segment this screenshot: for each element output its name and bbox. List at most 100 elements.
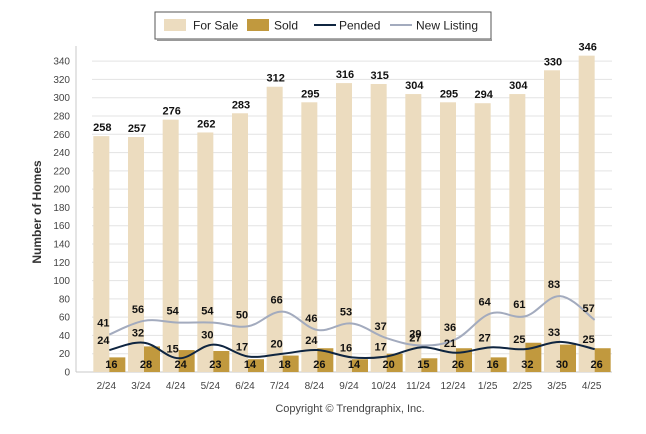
y-tick-label: 340	[53, 57, 70, 68]
label-for-sale: 315	[370, 70, 388, 82]
label-pended: 24	[97, 335, 110, 347]
bar-for-sale	[578, 55, 595, 373]
y-tick-label: 240	[53, 148, 70, 159]
y-tick-label: 60	[59, 313, 71, 324]
label-new-listing: 37	[375, 321, 387, 333]
label-new-listing: 66	[271, 295, 283, 307]
label-pended: 24	[305, 335, 318, 347]
label-for-sale: 330	[544, 56, 562, 68]
bar-sold	[109, 357, 126, 372]
y-tick-label: 140	[53, 240, 70, 251]
legend: For Sale Sold Pended New Listing	[154, 11, 492, 41]
label-pended: 25	[513, 334, 525, 346]
label-for-sale: 316	[336, 69, 354, 81]
x-tick-label: 2/25	[513, 381, 533, 392]
x-tick-label: 3/24	[131, 381, 151, 392]
line-new-listing	[108, 295, 596, 347]
label-for-sale: 312	[266, 73, 284, 85]
label-new-listing: 53	[340, 307, 352, 319]
y-tick-label: 0	[64, 368, 70, 379]
label-for-sale: 346	[578, 42, 596, 54]
y-tick-label: 180	[53, 203, 70, 214]
legend-pended-label: Pended	[339, 19, 380, 33]
line-pended	[109, 340, 595, 360]
bar-for-sale	[405, 94, 422, 373]
bar-for-sale	[370, 84, 387, 372]
label-sold: 15	[417, 359, 429, 371]
bar-sold	[386, 353, 403, 372]
bar-for-sale	[301, 102, 318, 373]
bar-for-sale	[232, 113, 248, 372]
label-sold: 30	[556, 359, 568, 371]
y-tick-label: 260	[53, 130, 70, 141]
label-for-sale: 304	[509, 80, 528, 92]
label-new-listing: 54	[201, 306, 214, 318]
data-labels: 258 16 24 41 257 28 32 56 276 24 15 54 262 23 30 54 283 1…	[93, 42, 603, 371]
bar-for-sale	[509, 94, 526, 373]
y-tick-label: 200	[53, 185, 70, 196]
label-for-sale: 295	[301, 88, 319, 100]
x-tick-label: 6/24	[235, 381, 255, 392]
x-axis: 2/24 3/24 4/24 5/24 6/24 7/24 8/24 9/24 10/24 11/…	[97, 381, 602, 392]
bars	[93, 55, 611, 373]
bar-for-sale	[197, 132, 214, 372]
bar-sold	[317, 348, 334, 372]
label-pended: 33	[548, 327, 560, 339]
label-new-listing: 50	[236, 309, 248, 321]
y-tick-label: 100	[53, 276, 70, 287]
label-pended: 27	[479, 332, 491, 344]
y-tick-label: 40	[59, 331, 71, 342]
legend-for-sale-swatch	[164, 19, 186, 31]
legend-new-listing-label: New Listing	[416, 19, 478, 33]
y-tick-label: 120	[53, 258, 70, 269]
bar-sold	[248, 359, 264, 372]
x-tick-label: 4/24	[166, 381, 186, 392]
label-pended: 21	[444, 338, 456, 350]
x-tick-label: 7/24	[270, 381, 290, 392]
label-pended: 15	[167, 343, 179, 355]
label-sold: 16	[487, 359, 499, 371]
legend-sold-label: Sold	[274, 19, 298, 33]
label-new-listing: 41	[97, 318, 109, 330]
label-sold: 14	[348, 359, 361, 371]
bar-sold	[525, 342, 542, 372]
label-for-sale: 257	[128, 123, 146, 135]
bar-sold	[594, 348, 611, 372]
label-pended: 25	[583, 334, 595, 346]
label-sold: 26	[591, 359, 603, 371]
lines	[108, 295, 596, 360]
x-tick-label: 11/24	[406, 381, 431, 392]
x-tick-label: 5/24	[201, 381, 221, 392]
label-sold: 26	[313, 359, 325, 371]
label-for-sale: 262	[197, 118, 215, 130]
label-new-listing: 61	[513, 299, 525, 311]
label-pended: 27	[409, 332, 421, 344]
label-new-listing: 54	[167, 306, 180, 318]
x-tick-label: 12/24	[440, 381, 465, 392]
legend-sold-swatch	[247, 19, 269, 31]
label-pended: 17	[236, 341, 248, 353]
y-tick-label: 160	[53, 221, 70, 232]
bar-for-sale	[266, 86, 283, 372]
label-new-listing: 56	[132, 304, 144, 316]
label-for-sale: 304	[405, 80, 424, 92]
bar-for-sale	[128, 137, 144, 372]
label-sold: 14	[244, 359, 257, 371]
label-pended: 32	[132, 328, 144, 340]
x-tick-label: 4/25	[582, 381, 602, 392]
x-tick-label: 3/25	[547, 381, 567, 392]
y-tick-label: 280	[53, 112, 70, 123]
bar-for-sale	[440, 102, 456, 373]
bar-sold	[352, 359, 368, 372]
label-sold: 28	[140, 359, 152, 371]
x-tick-label: 2/24	[97, 381, 117, 392]
label-pended: 30	[201, 330, 213, 342]
x-tick-label: 8/24	[305, 381, 325, 392]
bar-for-sale	[93, 136, 110, 372]
y-tick-label: 80	[59, 294, 71, 305]
y-tick-label: 320	[53, 75, 70, 86]
label-new-listing: 83	[548, 279, 560, 291]
label-new-listing: 36	[444, 322, 456, 334]
bar-sold	[282, 355, 299, 372]
